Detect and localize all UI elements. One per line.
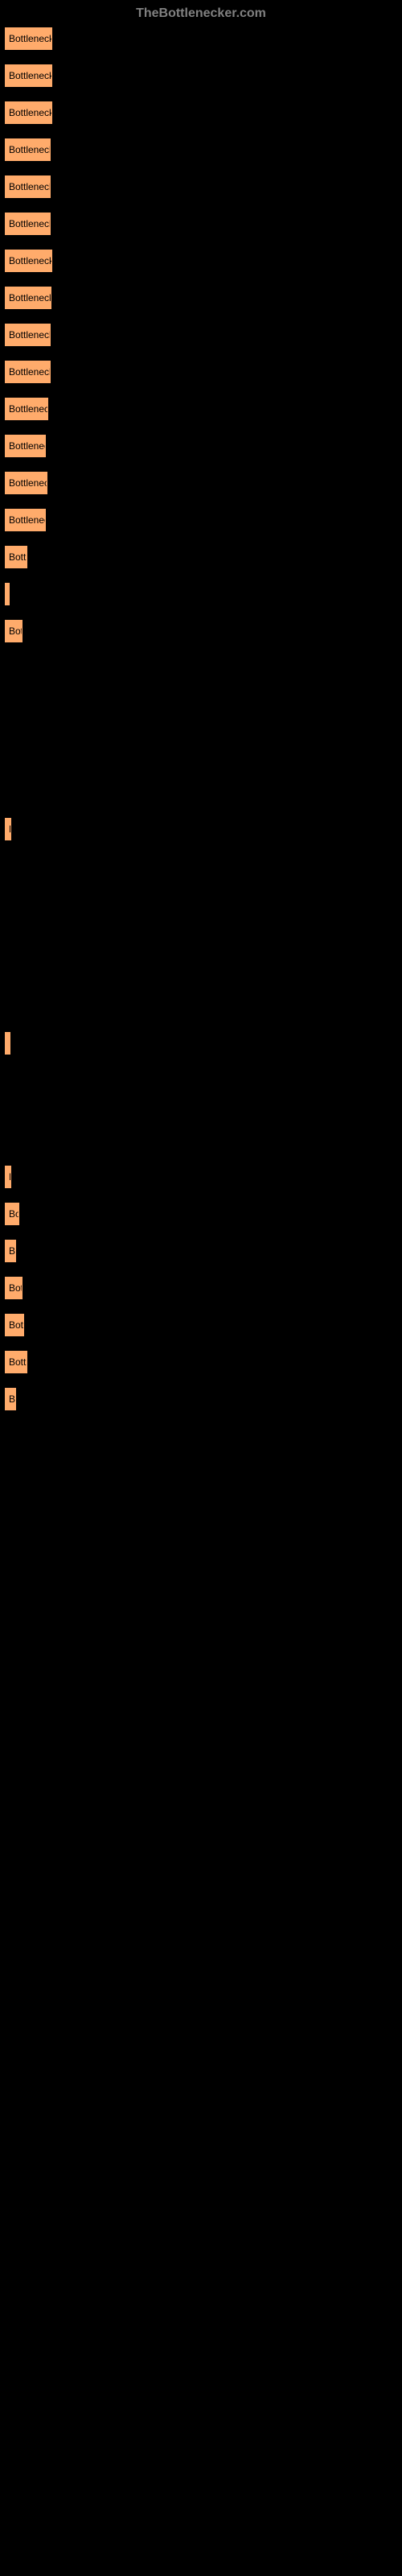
bar-label: Bottleneck re (9, 218, 51, 229)
bar[interactable]: Bottleneck re (5, 324, 51, 346)
bar[interactable]: Bottleneck res (5, 64, 52, 87)
bar-label: Bottleneck res (9, 292, 51, 303)
bar-label: Bottleneck res (9, 33, 52, 44)
bar-row: Bottleneck (5, 435, 397, 457)
bars-section-3: Bot Bo Bott Bott Bottle Bo (5, 1203, 397, 1410)
bar-label: Bottleneck re (9, 144, 51, 155)
bar-label: Bo (9, 1393, 16, 1405)
bar[interactable]: Bottleneck res (5, 287, 51, 309)
bar[interactable]: Bott (5, 1277, 23, 1299)
bar-row: Bottleneck re (5, 213, 397, 235)
bar-label: Bottleneck re (9, 366, 51, 378)
bar[interactable]: Bot (5, 1203, 19, 1225)
bar-label: Bottleneck res (9, 255, 52, 266)
bar-row: Bottleneck res (5, 287, 397, 309)
bar[interactable]: Bo (5, 1388, 16, 1410)
bar-label: Bottler (9, 551, 27, 563)
bar-row: Bottleneck res (5, 101, 397, 124)
bar[interactable]: Bottleneck res (5, 27, 52, 50)
bar-row: Bott (5, 620, 397, 642)
bar-row: Bottleneck (5, 472, 397, 494)
bar[interactable]: B (5, 1032, 10, 1055)
spacer (5, 657, 397, 818)
bar[interactable]: Bottleneck re (5, 213, 51, 235)
bar-row: Bot (5, 1203, 397, 1225)
bar[interactable]: Bottleneck (5, 435, 46, 457)
bar-label: B (9, 1171, 11, 1183)
bar-row: Bott (5, 1314, 397, 1336)
bar[interactable]: Bottle (5, 1351, 27, 1373)
bar-row: Bottleneck re (5, 361, 397, 383)
bar[interactable]: Bott (5, 620, 23, 642)
bar-label: Bottleneck r (9, 403, 48, 415)
bar-label: B (9, 824, 11, 835)
bar[interactable]: Bottleneck re (5, 175, 51, 198)
bar-row: B (5, 1166, 397, 1188)
bar[interactable]: Bottleneck (5, 472, 47, 494)
bar-label: Bot (9, 1208, 19, 1220)
bar[interactable]: B (5, 1166, 11, 1188)
bar-row: Bottleneck (5, 509, 397, 531)
spacer (5, 855, 397, 1032)
bar[interactable]: Bottleneck re (5, 361, 51, 383)
bar-row: Bottler (5, 546, 397, 568)
bar-label: B (9, 588, 10, 600)
bar[interactable]: Bottleneck res (5, 250, 52, 272)
bar-row: B (5, 818, 397, 840)
bar-label: Bottleneck (9, 440, 46, 452)
bar-label: Bott (9, 1282, 23, 1294)
bar-chart-container: Bottleneck res Bottleneck res Bottleneck r… (0, 27, 402, 1410)
bar-row: Bott (5, 1277, 397, 1299)
bar-row: Bottle (5, 1351, 397, 1373)
bar-row: Bottleneck r (5, 398, 397, 420)
bar-label: Bottleneck re (9, 181, 51, 192)
bar-row: Bottleneck res (5, 27, 397, 50)
site-header: TheBottlenecker.com (0, 0, 402, 27)
bar[interactable]: B (5, 818, 11, 840)
bar-label: Bottleneck (9, 477, 47, 489)
bar-label: Bo (9, 1245, 16, 1257)
bar[interactable]: Bottleneck (5, 509, 46, 531)
bar[interactable]: Bottleneck res (5, 101, 52, 124)
bar[interactable]: Bottleneck re (5, 138, 51, 161)
bar-row: B (5, 1032, 397, 1055)
bar-label: Bottleneck res (9, 107, 52, 118)
bar-label: Bottleneck (9, 514, 46, 526)
bar[interactable]: Bottleneck r (5, 398, 48, 420)
bars-section-1: Bottleneck res Bottleneck res Bottleneck r… (5, 27, 397, 642)
bar[interactable]: Bott (5, 1314, 24, 1336)
bar-row: Bottleneck res (5, 250, 397, 272)
bar-label: Bott (9, 625, 23, 637)
bar-row: Bottleneck re (5, 175, 397, 198)
bars-section-2: B B B (5, 657, 397, 1188)
bar-label: Bottleneck re (9, 329, 51, 341)
bar[interactable]: Bottler (5, 546, 27, 568)
bar[interactable]: Bo (5, 1240, 16, 1262)
spacer (5, 1069, 397, 1166)
bar-label: B (9, 1038, 10, 1049)
bar-label: Bottle (9, 1356, 27, 1368)
bar-row: Bo (5, 1240, 397, 1262)
bar-label: Bott (9, 1319, 24, 1331)
bar[interactable]: B (5, 583, 10, 605)
bar-row: Bottleneck re (5, 138, 397, 161)
bar-row: Bottleneck res (5, 64, 397, 87)
bar-row: Bo (5, 1388, 397, 1410)
bar-label: Bottleneck res (9, 70, 52, 81)
bar-row: B (5, 583, 397, 605)
bar-row: Bottleneck re (5, 324, 397, 346)
